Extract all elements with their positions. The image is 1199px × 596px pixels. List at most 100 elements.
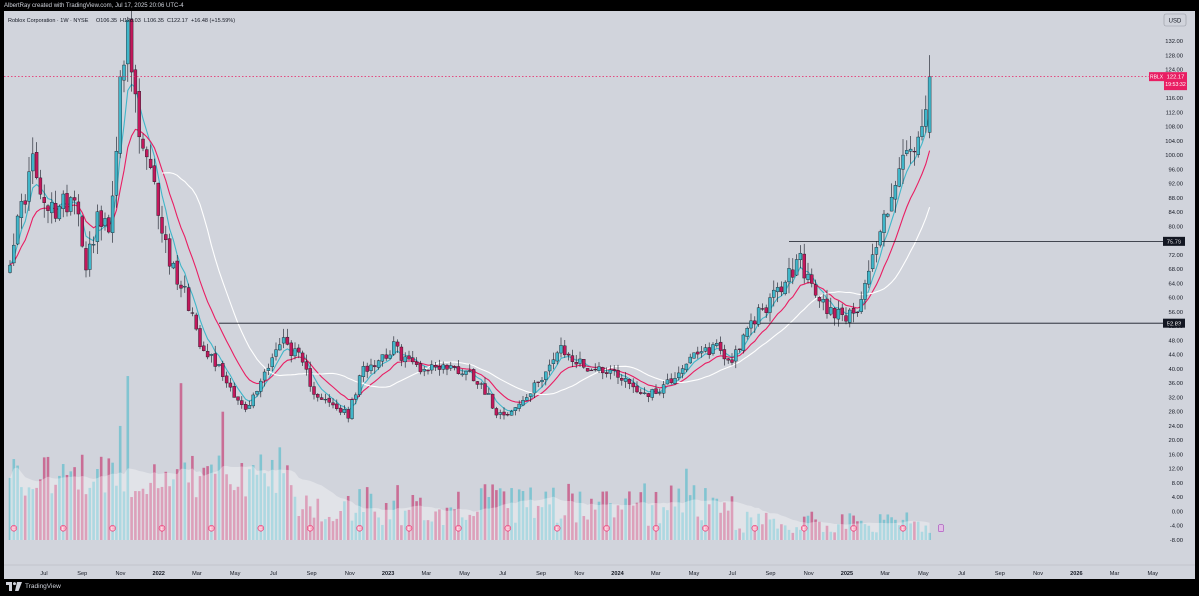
candle-body: [350, 399, 354, 419]
volume-bar: [616, 505, 620, 540]
tradingview-logo[interactable]: TradingView: [6, 582, 61, 591]
volume-bar: [232, 490, 236, 540]
candle-body: [848, 309, 852, 323]
earnings-marker[interactable]: [356, 524, 363, 532]
candle-body: [502, 411, 506, 416]
volume-bar: [434, 511, 437, 540]
earnings-marker[interactable]: [850, 524, 857, 532]
volume-bar: [837, 524, 840, 540]
upcoming-earnings-marker[interactable]: [938, 524, 944, 532]
earnings-marker[interactable]: [109, 524, 116, 532]
candle-body: [342, 409, 347, 413]
volume-bar: [552, 487, 555, 540]
candle-body: [589, 369, 594, 372]
earnings-marker[interactable]: [603, 524, 610, 532]
volume-bar: [916, 521, 920, 540]
candle-body: [551, 359, 556, 364]
candle-body: [806, 273, 810, 280]
candle-body: [31, 153, 35, 172]
volume-bar: [411, 494, 415, 540]
candle-body: [19, 201, 24, 218]
earnings-marker[interactable]: [59, 524, 67, 532]
volume-bar: [255, 474, 259, 540]
volume-layer: [8, 376, 931, 540]
earnings-marker[interactable]: [405, 524, 413, 532]
volume-bar: [928, 532, 931, 540]
volume-bar: [460, 517, 464, 540]
earnings-marker[interactable]: [899, 524, 907, 532]
price-tick-label: 4.00: [1172, 495, 1183, 501]
candle-body: [289, 342, 293, 356]
candle-body: [707, 347, 711, 355]
volume-bar: [118, 425, 122, 540]
candle-body: [578, 358, 582, 364]
price-axis: 132.00128.00124.00120.00116.00112.00108.…: [1165, 39, 1183, 544]
time-tick-label: Mar: [651, 571, 661, 577]
chart-pane[interactable]: 75.79 52.83 E E E E E E E E E E E E E E E E E E E 132.00 128…: [4, 0, 1195, 579]
candle-body: [798, 252, 803, 261]
volume-bar: [297, 516, 301, 540]
candle-body: [821, 299, 825, 303]
earnings-marker[interactable]: [208, 524, 215, 532]
volume-bar: [799, 529, 802, 540]
earnings-marker[interactable]: [257, 524, 265, 532]
volume-bar: [924, 525, 928, 540]
volume-bar: [61, 464, 65, 540]
earnings-marker[interactable]: [158, 524, 166, 532]
volume-bar: [54, 484, 57, 540]
earnings-marker[interactable]: [10, 524, 18, 532]
candle-body: [604, 372, 609, 375]
volume-bar: [210, 464, 213, 540]
volume-bar: [388, 519, 392, 540]
candle-body: [889, 196, 894, 212]
volume-bar: [567, 483, 570, 540]
volume-bar: [400, 525, 403, 540]
earnings-marker-label: E: [111, 526, 114, 531]
candle-body: [175, 260, 179, 285]
volume-bar: [563, 515, 567, 540]
candle-body: [354, 394, 358, 400]
ma-slow-line: [161, 172, 931, 396]
price-tick-label: 52.00: [1168, 324, 1183, 330]
volume-bar: [745, 511, 749, 540]
candle-body: [12, 244, 16, 264]
earnings-marker[interactable]: [504, 524, 512, 532]
volume-bar: [540, 507, 544, 540]
last-price-tag: RBLX 122.17 19:53:32: [1149, 72, 1187, 91]
candle-body: [395, 341, 400, 347]
candle-body: [528, 393, 533, 397]
earnings-marker[interactable]: [800, 524, 808, 532]
volume-bar: [749, 517, 753, 540]
earnings-marker[interactable]: [702, 524, 709, 532]
earnings-marker[interactable]: [652, 524, 660, 532]
earnings-marker[interactable]: [306, 524, 314, 532]
volume-bar: [187, 482, 190, 540]
earnings-marker[interactable]: [455, 524, 462, 532]
volume-bar: [506, 508, 510, 540]
volume-bar: [164, 471, 168, 540]
candle-body: [335, 403, 339, 409]
volume-bar: [597, 501, 601, 540]
chart-canvas[interactable]: 75.79 52.83 E E E E E E E E E E E E E E E E E E E 132.00 128…: [4, 0, 1195, 579]
volume-bar: [358, 489, 361, 540]
price-tick-label: 80.00: [1168, 224, 1183, 230]
earnings-marker[interactable]: [553, 524, 561, 532]
candle-body: [699, 351, 704, 354]
currency-button[interactable]: [1163, 13, 1187, 27]
price-tick-label: 84.00: [1168, 210, 1183, 216]
candle-body: [171, 262, 176, 269]
volume-bar: [487, 497, 491, 540]
price-tick-label: 60.00: [1168, 296, 1183, 302]
time-tick-label: May: [918, 571, 929, 577]
candle-body: [407, 355, 411, 360]
candle-body: [791, 269, 795, 278]
candle-body: [107, 217, 111, 233]
price-tick-label: 24.00: [1168, 424, 1183, 430]
earnings-marker[interactable]: [751, 524, 759, 532]
volume-bar: [639, 492, 643, 540]
candle-body: [278, 344, 282, 351]
candle-body: [623, 378, 628, 382]
time-tick-label: Jul: [958, 571, 965, 577]
candle-body: [300, 352, 305, 363]
price-tick-label: 12.00: [1168, 467, 1183, 473]
